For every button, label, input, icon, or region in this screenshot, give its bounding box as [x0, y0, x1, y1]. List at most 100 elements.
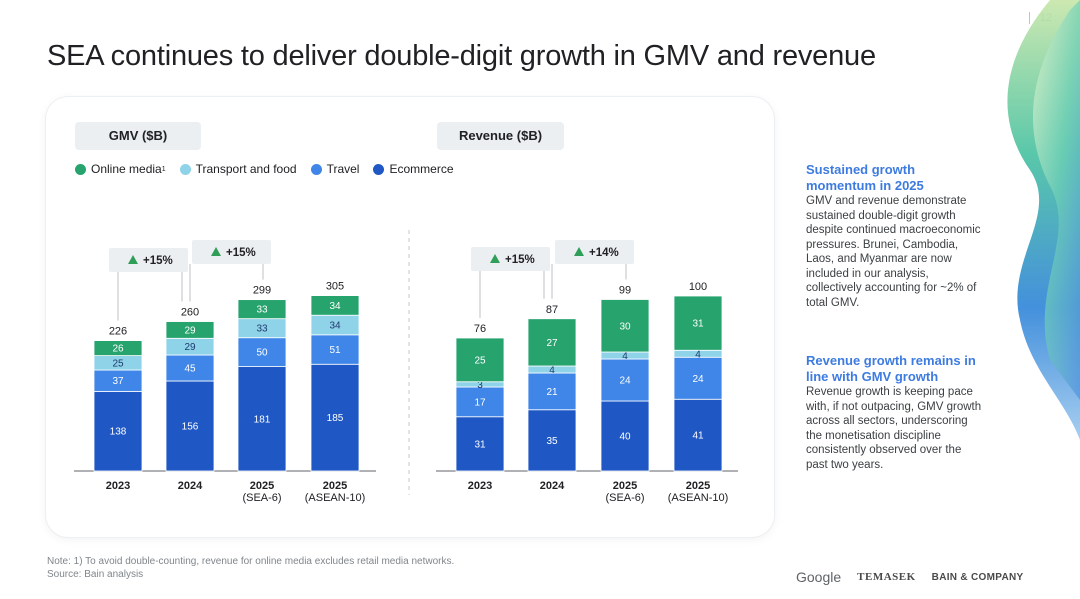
revenue-data-label-transport-and-food-2023: 3: [477, 380, 483, 391]
revenue-bar-online-media-2023: [455, 337, 505, 383]
revenue-x-tick-label-2023: 2023: [468, 480, 492, 492]
gmv-chart-title: GMV ($B): [75, 122, 201, 150]
legend-label-ecommerce: Ecommerce: [389, 162, 454, 176]
gmv-total-label-2025-asean-10: 305: [326, 281, 344, 293]
gmv-data-label-travel-2024: 45: [184, 364, 196, 375]
decorative-ribbon: [1007, 0, 1080, 440]
legend-item-transport-food: Transport and food: [179, 162, 297, 176]
gmv-bar-travel-2025-sea-6: [237, 337, 287, 367]
google-logo: Google: [796, 569, 842, 585]
gmv-x-tick-label-2025-sea-6-sub: (SEA-6): [242, 492, 281, 504]
legend-swatch-travel: [310, 163, 322, 175]
gmv-data-label-online-media-2023: 26: [112, 344, 124, 355]
revenue-growth-up-arrow-icon-2: [574, 247, 584, 256]
revenue-x-tick-label-2025-sea-6-sub: (SEA-6): [605, 492, 644, 504]
gmv-x-tick-label-2023: 2023: [106, 480, 130, 492]
footnote: Note: 1) To avoid double-counting, reven…: [47, 555, 454, 581]
revenue-x-tick-label-2025-asean-10: 2025: [686, 480, 710, 492]
gmv-data-label-ecommerce-2025-sea-6: 181: [254, 414, 271, 425]
revenue-bar-travel-2023: [455, 386, 505, 418]
gmv-data-label-transport-and-food-2025-sea-6: 33: [256, 324, 268, 335]
chart-legend: Online media 1 Transport and food Travel …: [75, 162, 468, 176]
legend-swatch-online-media: [75, 163, 86, 175]
gmv-data-label-travel-2025-asean-10: 51: [329, 345, 341, 356]
gmv-data-label-ecommerce-2023: 138: [110, 427, 127, 438]
revenue-total-label-2023: 76: [474, 323, 486, 335]
bain-logo: BAIN & COMPANY: [931, 571, 1024, 583]
gmv-bar-online-media-2025-asean-10: [310, 295, 360, 316]
revenue-data-label-transport-and-food-2024: 4: [549, 365, 555, 376]
revenue-bar-ecommerce-2023: [455, 416, 505, 472]
revenue-bar-travel-2024: [527, 372, 577, 411]
revenue-data-label-online-media-2023: 25: [474, 355, 486, 366]
revenue-bar-ecommerce-2024: [527, 409, 577, 472]
gmv-x-tick-label-2024: 2024: [178, 480, 203, 492]
revenue-data-label-ecommerce-2023: 31: [474, 439, 486, 450]
revenue-x-tick-label-2024: 2024: [540, 480, 565, 492]
footnote-source: Source: Bain analysis: [47, 569, 144, 580]
gmv-growth-box-2: [192, 240, 271, 264]
revenue-data-label-travel-2024: 21: [546, 387, 558, 398]
legend-swatch-transport-food: [179, 163, 191, 175]
temasek-logo: TEMASEK: [857, 571, 916, 583]
gmv-growth-label-2: +15%: [226, 247, 256, 259]
gmv-total-label-2025-sea-6: 299: [253, 285, 271, 297]
gmv-x-tick-label-2025-asean-10: 2025: [323, 480, 347, 492]
revenue-growth-label-1: +15%: [505, 254, 535, 266]
sidebar-block-2: Revenue growth remains in line with GMV …: [806, 353, 986, 472]
legend-label-travel: Travel: [326, 162, 360, 176]
sidebar-heading-1: Sustained growth momentum in 2025: [806, 162, 924, 193]
gmv-growth-up-arrow-icon-2: [211, 247, 221, 256]
gmv-growth-box-1: [109, 248, 188, 272]
revenue-data-label-travel-2025-sea-6: 24: [619, 376, 631, 387]
revenue-bar-travel-2025-sea-6: [600, 358, 650, 402]
legend-item-travel: Travel: [310, 162, 360, 176]
revenue-bar-online-media-2024: [527, 318, 577, 367]
gmv-total-label-2024: 260: [181, 307, 199, 319]
gmv-data-label-online-media-2025-sea-6: 33: [256, 305, 268, 316]
gmv-bar-ecommerce-2024: [165, 380, 215, 472]
revenue-growth-box-1: [471, 247, 550, 271]
revenue-bar-ecommerce-2025-sea-6: [600, 400, 650, 472]
revenue-bar-online-media-2025-sea-6: [600, 299, 650, 353]
legend-item-online-media: Online media 1: [75, 162, 166, 176]
revenue-data-label-online-media-2025-asean-10: 31: [692, 319, 704, 330]
gmv-x-tick-label-2025-asean-10-sub: (ASEAN-10): [305, 492, 366, 504]
revenue-bar-online-media-2025-asean-10: [673, 295, 723, 351]
gmv-bar-online-media-2024: [165, 321, 215, 339]
gmv-data-label-online-media-2025-asean-10: 34: [329, 301, 341, 312]
revenue-growth-label-2: +14%: [589, 247, 619, 259]
gmv-growth-up-arrow-icon-1: [128, 255, 138, 264]
revenue-data-label-ecommerce-2025-sea-6: 40: [619, 432, 631, 443]
gmv-bar-ecommerce-2025-sea-6: [237, 366, 287, 472]
gmv-growth-label-1: +15%: [143, 255, 173, 267]
revenue-total-label-2025-sea-6: 99: [619, 285, 631, 297]
revenue-total-label-2025-asean-10: 100: [689, 281, 707, 293]
revenue-data-label-ecommerce-2024: 35: [546, 436, 558, 447]
revenue-bar-ecommerce-2025-asean-10: [673, 398, 723, 472]
revenue-data-label-travel-2025-asean-10: 24: [692, 374, 704, 385]
gmv-total-label-2023: 226: [109, 326, 127, 338]
revenue-growth-box-2: [555, 240, 634, 264]
sidebar-heading-2: Revenue growth remains in line with GMV …: [806, 353, 976, 384]
revenue-data-label-ecommerce-2025-asean-10: 41: [692, 431, 704, 442]
sidebar-body-2: Revenue growth is keeping pace with, if …: [806, 386, 982, 471]
revenue-x-tick-label-2025-asean-10-sub: (ASEAN-10): [668, 492, 729, 504]
revenue-chart-title: Revenue ($B): [437, 122, 564, 150]
partner-logos: Google TEMASEK BAIN & COMPANY: [796, 569, 1023, 585]
gmv-data-label-ecommerce-2024: 156: [182, 421, 199, 432]
gmv-data-label-travel-2023: 37: [112, 376, 124, 387]
sidebar-block-1: Sustained growth momentum in 2025 GMV an…: [806, 162, 986, 310]
gmv-bar-online-media-2025-sea-6: [237, 299, 287, 320]
gmv-bar-travel-2025-asean-10: [310, 334, 360, 365]
gmv-data-label-online-media-2024: 29: [184, 325, 196, 336]
legend-item-ecommerce: Ecommerce: [373, 162, 454, 176]
revenue-x-tick-label-2025-sea-6: 2025: [613, 480, 637, 492]
revenue-data-label-online-media-2024: 27: [546, 338, 558, 349]
legend-footnote-mark: 1: [161, 165, 166, 173]
legend-label-transport-food: Transport and food: [195, 162, 297, 176]
sidebar-body-1: GMV and revenue demonstrate sustained do…: [806, 195, 981, 309]
gmv-data-label-transport-and-food-2025-asean-10: 34: [329, 321, 341, 332]
legend-label-online-media: Online media: [91, 162, 162, 176]
